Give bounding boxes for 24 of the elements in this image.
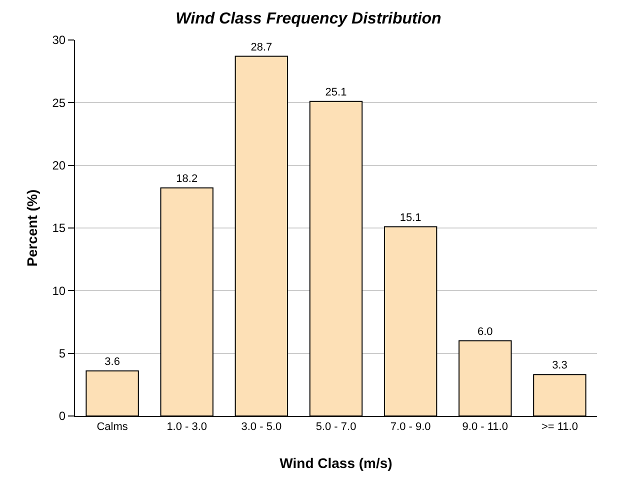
y-tick-label: 20 (52, 158, 66, 173)
data-label: 3.6 (104, 356, 120, 368)
x-tick-label: 1.0 - 3.0 (166, 421, 208, 434)
chart-title: Wind Class Frequency Distribution (176, 10, 442, 28)
y-tick-label: 0 (58, 409, 66, 424)
data-label: 25.1 (325, 86, 347, 98)
data-label: 6.0 (477, 326, 493, 338)
x-tick-label: 9.0 - 11.0 (462, 421, 508, 434)
data-label: 28.7 (250, 41, 272, 54)
y-tick-label: 15 (52, 221, 66, 236)
x-tick-label: 5.0 - 7.0 (316, 421, 356, 434)
y-tick-label: 30 (52, 33, 66, 48)
data-label: 18.2 (176, 172, 198, 185)
x-axis-title: Wind Class (m/s) (280, 455, 392, 471)
y-tick-label: 10 (52, 284, 66, 298)
y-tick-label: 25 (52, 96, 66, 110)
y-axis-title: Percent (%) (24, 189, 40, 267)
data-label: 3.3 (552, 360, 568, 372)
x-tick-label: Calms (96, 421, 128, 434)
x-tick-label: >= 11.0 (541, 421, 578, 434)
x-tick-label: 7.0 - 9.0 (390, 421, 431, 434)
x-tick-label: 3.0 - 5.0 (241, 421, 282, 434)
y-tick-label: 5 (58, 346, 66, 361)
data-label: 15.1 (400, 212, 422, 224)
